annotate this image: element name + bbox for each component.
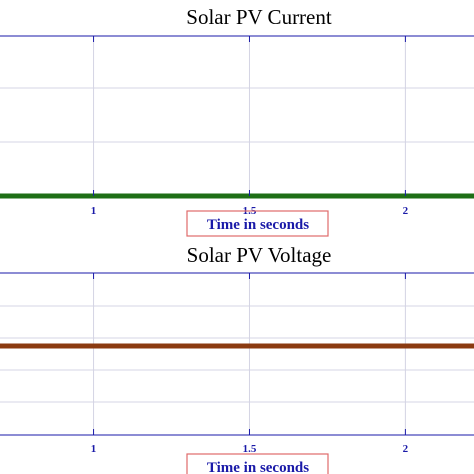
voltage-xlabel-box (186, 453, 329, 474)
voltage-chart: Solar PV Voltage 1 1.5 2 Time in seconds (0, 243, 474, 474)
voltage-chart-title: Solar PV Voltage (187, 243, 332, 267)
x-tick-label: 1.5 (243, 443, 257, 455)
voltage-grid (0, 273, 474, 435)
x-tick-label: 2 (403, 443, 409, 455)
voltage-xlabel: Time in seconds (207, 460, 309, 474)
current-grid (0, 36, 474, 196)
x-tick-label: 1 (91, 205, 97, 217)
x-tick-label: 1 (91, 443, 97, 455)
voltage-x-ticks: 1 1.5 2 (91, 273, 409, 455)
current-chart: Solar PV Current 1 1.5 2 Time in seconds (0, 5, 474, 237)
current-xlabel: Time in seconds (207, 217, 309, 233)
x-tick-label: 2 (403, 205, 409, 217)
current-chart-title: Solar PV Current (186, 5, 332, 29)
current-xlabel-box (186, 210, 329, 237)
